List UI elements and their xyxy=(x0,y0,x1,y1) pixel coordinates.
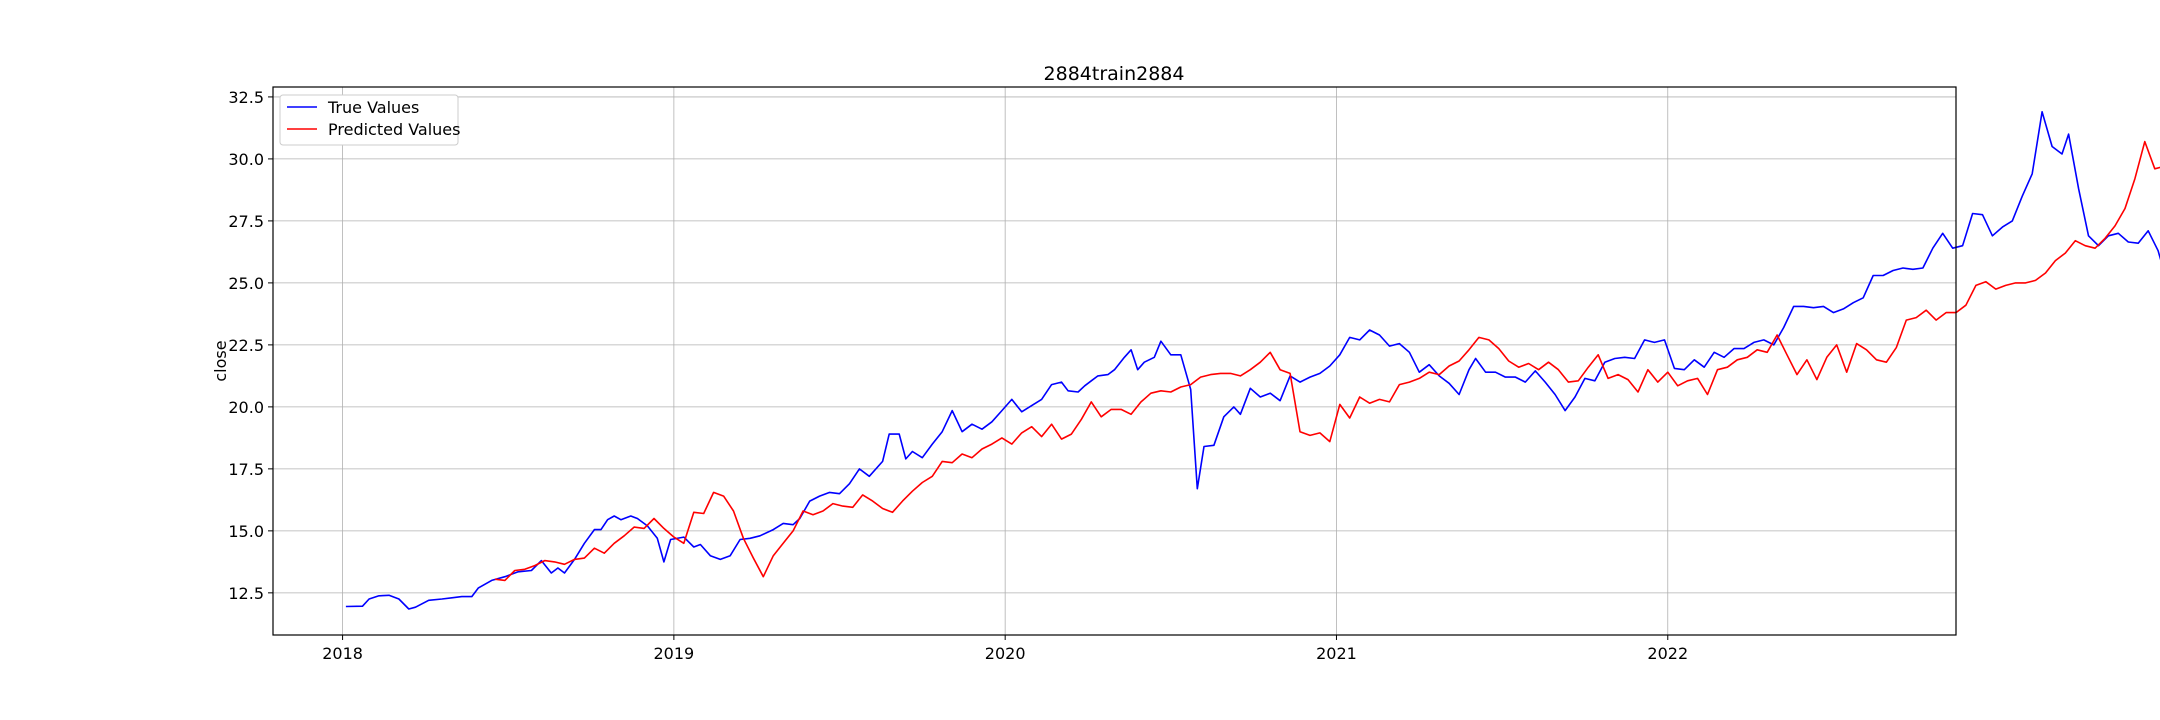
y-tick-label: 15.0 xyxy=(228,522,264,541)
series-line-predicted-values xyxy=(494,140,2160,582)
y-tick-label: 12.5 xyxy=(228,584,264,603)
y-tick-label: 20.0 xyxy=(228,398,264,417)
series-line-true-values xyxy=(345,111,2160,610)
legend-box xyxy=(279,94,459,146)
y-tick-label: 30.0 xyxy=(228,150,264,169)
x-tick-label: 2021 xyxy=(1316,644,1357,663)
y-tick-label: 32.5 xyxy=(228,88,264,107)
axis-ticks: 2018 2019 2020 2021 2022 12.5 15.0 17.5 20.0 22.5… xyxy=(228,88,1688,663)
grid xyxy=(273,87,1956,635)
y-axis-label: close xyxy=(211,340,230,381)
y-tick-label: 22.5 xyxy=(228,336,264,355)
y-tick-label: 25.0 xyxy=(228,274,264,293)
x-tick-label: 2020 xyxy=(985,644,1026,663)
y-tick-label: 17.5 xyxy=(228,460,264,479)
legend: True Values Predicted Values xyxy=(279,94,460,146)
chart-title: 2884train2884 xyxy=(1044,63,1185,85)
legend-label-predicted-values: Predicted Values xyxy=(328,120,460,139)
legend-label-true-values: True Values xyxy=(327,98,419,117)
series-lines xyxy=(345,111,2160,610)
plot-frame xyxy=(272,86,1957,636)
y-tick-label: 27.5 xyxy=(228,212,264,231)
x-tick-label: 2018 xyxy=(322,644,363,663)
x-tick-label: 2019 xyxy=(654,644,695,663)
x-tick-label: 2022 xyxy=(1647,644,1688,663)
